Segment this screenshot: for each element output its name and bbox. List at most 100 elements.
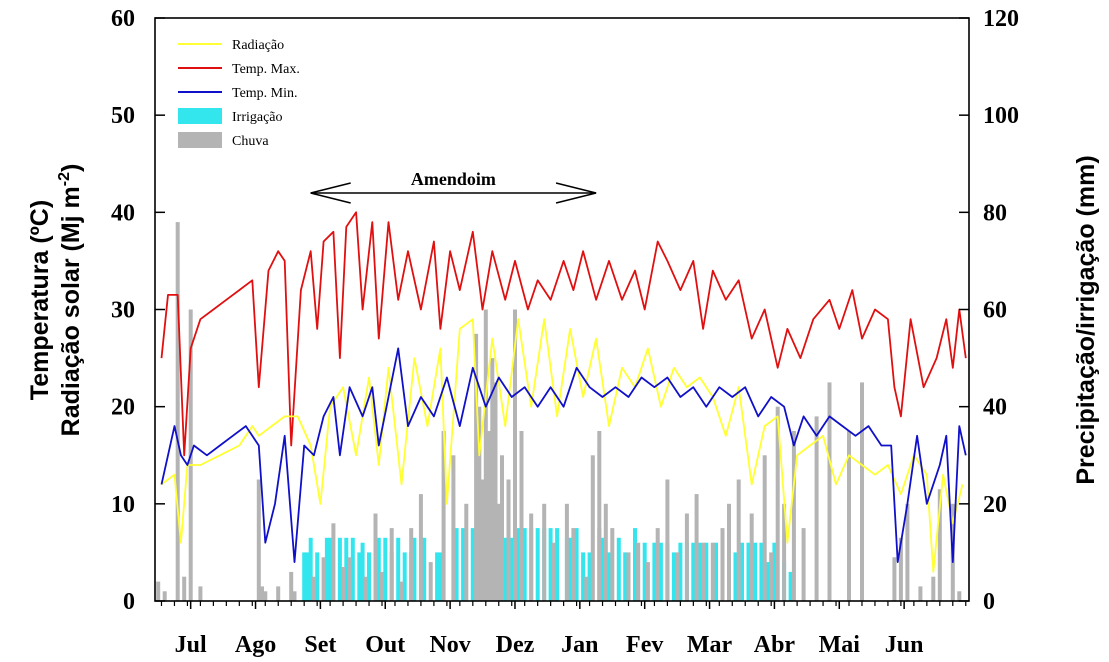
irrigacao-bar — [574, 528, 579, 601]
irrigacao-bar — [623, 552, 628, 601]
irrigacao-bar — [740, 542, 744, 601]
irrigacao-bar — [412, 537, 417, 601]
chuva-bar — [584, 576, 589, 601]
chuva-bar — [373, 513, 378, 601]
chuva-bar — [892, 557, 897, 601]
chuva-bar — [769, 552, 774, 601]
irrigacao-bar — [328, 537, 333, 601]
chuva-bar — [775, 406, 780, 601]
y-left-label-line1: Temperatura (ºC) — [26, 200, 54, 400]
chuva-bar — [477, 406, 482, 601]
irrigacao-bar — [350, 537, 355, 601]
chuva-bar — [428, 562, 433, 601]
temp_min-line — [160, 347, 967, 563]
x-month-label: Fev — [626, 632, 663, 658]
chuva-bar — [292, 591, 297, 601]
chuva-bar — [389, 528, 394, 601]
chuva-bar — [655, 528, 660, 601]
chuva-bar — [519, 431, 524, 601]
chuva-bar — [311, 576, 316, 601]
chuva-bar — [474, 333, 479, 601]
irrigacao-bar — [367, 552, 371, 601]
irrigacao-bar — [581, 552, 586, 601]
chuva-bar — [480, 479, 485, 601]
chuva-bar — [363, 576, 368, 601]
irrigacao-bar — [658, 542, 663, 601]
y-left-tick-label: 40 — [111, 200, 135, 226]
chuva-bar — [487, 431, 491, 601]
irrigacao-bar — [759, 542, 764, 601]
chuva-bar — [694, 494, 699, 601]
irrigacao-bar — [642, 542, 647, 601]
x-month-label: Mar — [687, 632, 733, 658]
legend-label-radiacao: Radiação — [232, 38, 284, 53]
chuva-bar — [937, 489, 942, 601]
chuva-bar — [564, 503, 569, 601]
irrigacao-bar — [308, 537, 313, 601]
chuva-bar — [791, 431, 796, 601]
irrigacao-bar — [714, 542, 718, 601]
irrigacao-bar — [461, 528, 466, 601]
chuva-bar — [847, 431, 851, 601]
irrigacao-bar — [503, 537, 508, 601]
chuva-bar — [684, 513, 689, 601]
irrigacao-bar — [315, 552, 320, 601]
chuva-bar — [590, 455, 595, 602]
y-right-tick-label: 80 — [983, 200, 1007, 226]
chuva-bar — [905, 503, 910, 601]
x-month-label: Out — [365, 632, 405, 658]
chuva-bar — [347, 557, 352, 601]
lines-layer — [160, 211, 967, 573]
chuva-bar — [162, 591, 167, 601]
irrigacao-bar — [704, 542, 709, 601]
chuva-bar — [380, 571, 384, 601]
y-left-tick-label: 30 — [111, 298, 135, 324]
irrigacao-bar — [470, 528, 475, 601]
irrigacao-bar — [671, 552, 676, 601]
chuva-bar — [665, 479, 670, 601]
irrigacao-bar — [324, 537, 329, 601]
irrigacao-bar — [633, 528, 637, 601]
y-left-label-sup: -2 — [56, 172, 73, 186]
chuva-bar — [701, 542, 706, 601]
chuva-bar — [782, 503, 787, 601]
irrigacao-bar — [788, 571, 793, 601]
y-right-label: Precipitação/irrigação (mm) — [1072, 155, 1100, 484]
chuva-bar — [289, 571, 294, 601]
legend-label-irrigacao: Irrigação — [232, 110, 283, 125]
legend-swatch-irrigacao — [178, 108, 222, 124]
chuva-bar — [409, 528, 414, 601]
y-left-label-line2: Radiação solar (Mj m-2) — [56, 164, 85, 437]
chuva-bar — [496, 503, 501, 601]
chuva-bar — [827, 382, 832, 601]
irrigacao-bar — [396, 537, 401, 601]
chuva-bar — [341, 567, 346, 601]
irrigacao-bar — [568, 537, 573, 601]
chuva-bar — [542, 503, 547, 601]
y-right-tick-label: 120 — [983, 6, 1019, 32]
x-month-label: Ago — [235, 632, 276, 658]
chuva-bar — [276, 586, 281, 601]
y-left-tick-label: 50 — [111, 103, 135, 129]
irrigacao-bar — [509, 537, 514, 601]
x-axis: Jul Ago Set Out Nov Dez Jan Fev Mar Abr Mai Jun — [160, 601, 967, 658]
irrigacao-bar — [383, 537, 388, 601]
irrigacao-bar — [600, 537, 605, 601]
chuva-bar — [957, 591, 962, 601]
chuva-bar — [175, 222, 180, 601]
chuva-bar — [597, 431, 602, 601]
chuva-bar — [441, 431, 446, 601]
irrigacao-bar — [454, 528, 459, 601]
chuva-bar — [801, 528, 806, 601]
irrigacao-bar — [691, 542, 696, 601]
x-month-label: Nov — [429, 632, 470, 658]
y-right-tick-label: 20 — [983, 492, 1007, 518]
chuva-bar — [710, 542, 715, 601]
chuva-bar — [493, 382, 498, 601]
chuva-bar — [451, 455, 456, 602]
y-left-tick-label: 0 — [123, 589, 135, 615]
x-month-label: Dez — [496, 632, 535, 658]
legend-label-temp_max: Temp. Max. — [232, 62, 300, 77]
chuva-bar — [464, 503, 469, 601]
x-month-label: Jul — [175, 632, 207, 658]
